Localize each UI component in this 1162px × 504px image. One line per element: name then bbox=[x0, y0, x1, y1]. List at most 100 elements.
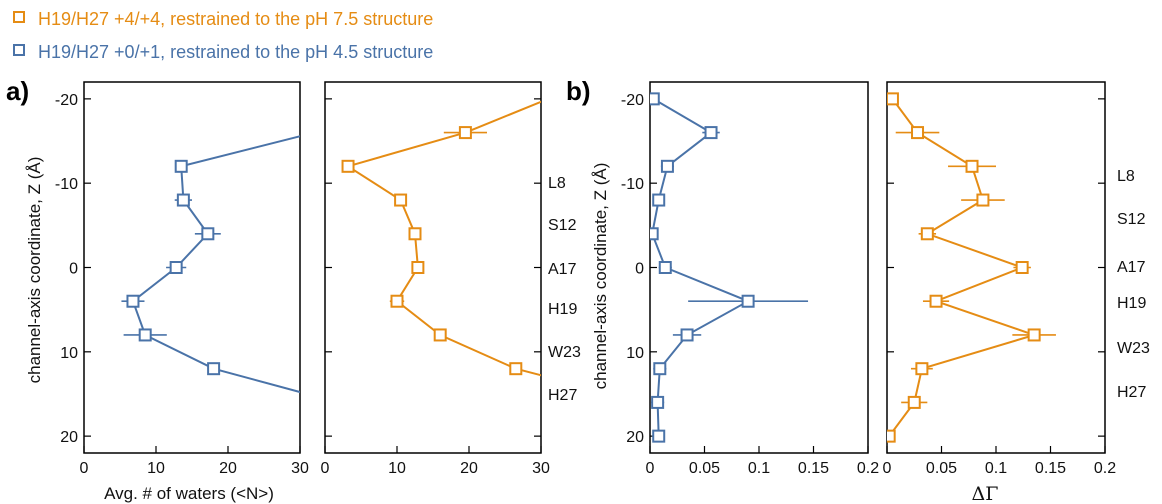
x-tick-label: 0 bbox=[321, 460, 330, 477]
data-point bbox=[458, 126, 472, 140]
data-point bbox=[176, 193, 190, 207]
plot-frame bbox=[83, 81, 301, 454]
x-tick-label: 0.15 bbox=[1035, 460, 1066, 477]
residue-label-H27: H27 bbox=[1117, 384, 1146, 401]
x-tick-label: 10 bbox=[388, 460, 406, 477]
data-point bbox=[907, 395, 921, 409]
series bbox=[121, 135, 300, 394]
x-tick-label: 0.05 bbox=[926, 460, 957, 477]
data-point bbox=[652, 429, 666, 443]
residue-label-A17: A17 bbox=[548, 261, 577, 278]
data-point bbox=[652, 193, 666, 207]
x-tick-label: 0 bbox=[646, 460, 655, 477]
residue-label-L8: L8 bbox=[548, 175, 566, 192]
data-point bbox=[174, 159, 188, 173]
data-point bbox=[658, 261, 672, 274]
data-point bbox=[651, 395, 665, 409]
series bbox=[650, 92, 809, 443]
x-tick-label: 20 bbox=[219, 460, 237, 477]
panel-a-right: 0 10 20 30 bbox=[321, 81, 550, 477]
data-point bbox=[201, 227, 215, 241]
x-tick-label: 0 bbox=[883, 460, 892, 477]
x-tick-label: 30 bbox=[532, 460, 550, 477]
x-tick-label: 0 bbox=[80, 460, 89, 477]
legend: H19/H27 +4/+4, restrained to the pH 7.5 … bbox=[13, 9, 433, 62]
data-point bbox=[887, 429, 896, 443]
panel-letter-a: a) bbox=[6, 76, 29, 106]
data-point bbox=[411, 261, 425, 274]
x-tick-label: 0.15 bbox=[798, 460, 829, 477]
y-tick-label: 0 bbox=[635, 261, 644, 278]
x-tick-label: 10 bbox=[147, 460, 165, 477]
y-tick-label: -20 bbox=[55, 92, 78, 109]
x-tick-label: 30 bbox=[291, 460, 309, 477]
x-axis-label-a: Avg. # of waters (<N>) bbox=[104, 484, 274, 503]
plot-frame bbox=[324, 81, 542, 454]
data-point bbox=[929, 294, 943, 308]
y-axis-label-a: channel-axis coordinate, Z (Å) bbox=[25, 157, 44, 384]
residue-labels-b: L8 S12 A17 H19 W23 H27 bbox=[1117, 168, 1150, 401]
y-tick-label: -20 bbox=[621, 92, 644, 109]
x-axis-label-b: ΔΓ bbox=[972, 483, 999, 504]
data-point bbox=[704, 126, 718, 140]
data-point bbox=[911, 126, 925, 140]
y-tick-label: -10 bbox=[621, 176, 644, 193]
series-line bbox=[131, 135, 300, 394]
y-axis-label-b: channel-axis coordinate, Z (Å) bbox=[591, 163, 610, 390]
x-tick-label: 0.2 bbox=[857, 460, 879, 477]
residue-label-H27: H27 bbox=[548, 387, 577, 404]
data-point bbox=[965, 159, 979, 173]
data-point bbox=[169, 261, 183, 274]
data-point bbox=[650, 92, 660, 106]
series bbox=[887, 92, 1056, 443]
residue-label-S12: S12 bbox=[1117, 211, 1146, 228]
data-point bbox=[341, 159, 355, 173]
data-point bbox=[207, 362, 221, 376]
residue-label-H19: H19 bbox=[548, 301, 577, 318]
data-point bbox=[433, 328, 447, 342]
data-point bbox=[390, 294, 404, 308]
y-tick-label: -10 bbox=[55, 176, 78, 193]
y-tick-label: 0 bbox=[69, 261, 78, 278]
data-point bbox=[126, 294, 140, 308]
series-line bbox=[888, 98, 1038, 437]
x-tick-label: 20 bbox=[460, 460, 478, 477]
data-point bbox=[976, 193, 990, 207]
y-tick-label: 10 bbox=[60, 345, 78, 362]
y-tick-label: 10 bbox=[626, 345, 644, 362]
data-point bbox=[920, 227, 934, 241]
data-point bbox=[1015, 261, 1029, 274]
y-tick-label: 20 bbox=[60, 429, 78, 446]
residue-label-L8: L8 bbox=[1117, 168, 1135, 185]
residue-label-S12: S12 bbox=[548, 217, 577, 234]
panel-letter-b: b) bbox=[566, 76, 591, 106]
residue-labels-a: L8 S12 A17 H19 W23 H27 bbox=[548, 175, 581, 404]
panel-b-right: 0 0.05 0.1 0.15 0.2 bbox=[883, 81, 1116, 477]
residue-label-W23: W23 bbox=[548, 344, 581, 361]
data-point bbox=[394, 193, 408, 207]
x-tick-label: 0.2 bbox=[1094, 460, 1116, 477]
data-point bbox=[650, 227, 659, 241]
data-point bbox=[915, 362, 929, 376]
data-point bbox=[408, 227, 422, 241]
residue-label-W23: W23 bbox=[1117, 340, 1150, 357]
data-point bbox=[653, 362, 667, 376]
data-point bbox=[887, 92, 899, 106]
legend-marker-orange bbox=[13, 11, 25, 23]
plot-frame bbox=[649, 81, 869, 454]
data-point bbox=[680, 328, 694, 342]
legend-label-orange: H19/H27 +4/+4, restrained to the pH 7.5 … bbox=[38, 9, 433, 29]
data-point bbox=[509, 362, 523, 376]
x-tick-label: 0.05 bbox=[689, 460, 720, 477]
data-point bbox=[1027, 328, 1041, 342]
data-point bbox=[741, 294, 755, 308]
series bbox=[341, 100, 541, 377]
legend-marker-blue bbox=[13, 44, 25, 56]
y-tick-label: 20 bbox=[626, 429, 644, 446]
data-point bbox=[138, 328, 152, 342]
data-point bbox=[660, 159, 674, 173]
residue-label-A17: A17 bbox=[1117, 259, 1146, 276]
